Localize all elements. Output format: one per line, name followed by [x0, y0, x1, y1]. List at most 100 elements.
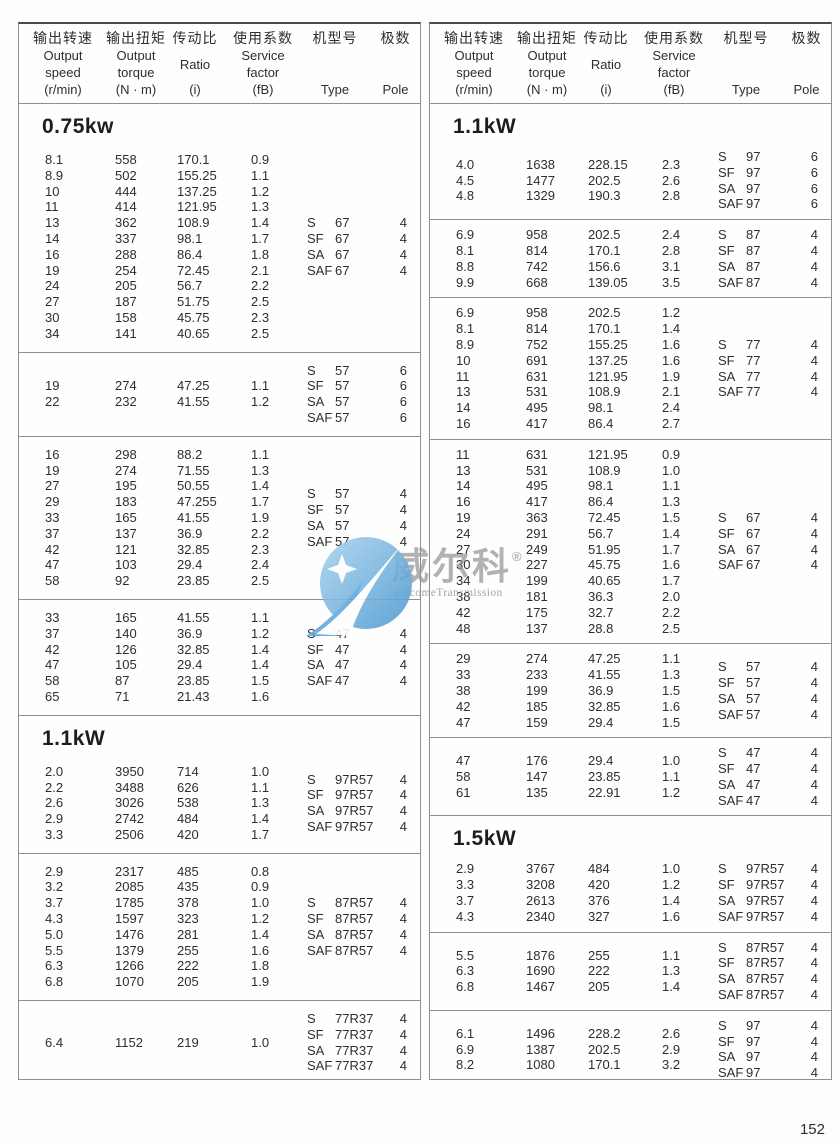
service-factor-value: 2.6	[662, 172, 681, 188]
spec-rows: 6.9 958 202.5 2.4 8.1 814 170.1 2.8 8.8 742 156.6 3…	[430, 227, 718, 290]
spec-row: 9.9 668 139.05 3.5	[456, 275, 718, 291]
ratio-value: 538	[177, 795, 199, 811]
output-torque-value: 1379	[115, 942, 144, 958]
output-torque-value: 291	[526, 525, 548, 541]
type-prefix: SA	[307, 1042, 325, 1058]
ratio-value: 156.6	[588, 258, 621, 274]
type-model: 97R57	[335, 803, 374, 819]
type-row: SF 57 4	[307, 502, 407, 518]
pole-count: 4	[399, 1058, 407, 1074]
ratio-value: 56.7	[177, 278, 203, 294]
service-factor-value: 2.3	[662, 156, 681, 172]
output-speed-value: 14	[456, 400, 471, 416]
type-list: S 67 4 SF 67 4 SA 67 4 SAF 67 4	[718, 510, 831, 573]
output-torque-value: 158	[115, 309, 137, 325]
type-prefix: SAF	[718, 987, 744, 1003]
type-model: 77R37	[335, 1058, 374, 1074]
header-label-zh: 输出扭矩	[106, 30, 166, 46]
ratio-value: 71.55	[177, 462, 210, 478]
output-torque-value: 274	[115, 462, 137, 478]
output-speed-value: 16	[456, 415, 471, 431]
ratio-value: 72.45	[588, 509, 621, 525]
output-torque-value: 121	[115, 541, 137, 557]
spec-row: 14 495 98.1 2.4	[456, 400, 718, 416]
output-torque-value: 668	[526, 274, 548, 290]
spec-row: 8.1 558 170.1 0.9	[45, 152, 307, 168]
service-factor-value: 1.6	[251, 688, 270, 704]
type-model: 47	[335, 657, 350, 673]
service-factor-value: 0.8	[251, 863, 270, 879]
spec-row: 8.9 752 155.25 1.6	[456, 337, 718, 353]
type-prefix: SF	[307, 787, 324, 803]
output-torque-value: 3208	[526, 877, 555, 893]
output-speed-value: 48	[456, 620, 471, 636]
type-row: S 97 4	[718, 1018, 818, 1034]
pole-count: 4	[399, 926, 407, 942]
header-cell: 极数 Pole	[780, 31, 831, 98]
output-torque-value: 742	[526, 258, 548, 274]
output-torque-value: 2085	[115, 879, 144, 895]
output-speed-value: 5.5	[45, 942, 64, 958]
spec-rows: 4.0 1638 228.15 2.3 4.5 1477 202.5 2.6 4.8 1329 19…	[430, 157, 718, 204]
type-model: 57	[746, 675, 761, 690]
type-model: 47	[746, 761, 761, 777]
output-speed-value: 4.3	[456, 908, 475, 924]
service-factor-value: 1.9	[662, 368, 681, 384]
spec-rows: 29 274 47.25 1.1 33 233 41.55 1.3 38 199 36.9 1.5 42…	[430, 651, 718, 730]
ratio-value: 485	[177, 863, 199, 879]
ratio-value: 72.45	[177, 262, 210, 278]
spec-row: 16 417 86.4 1.3	[456, 494, 718, 510]
type-row: SAF 47 4	[307, 673, 407, 689]
service-factor-value: 1.3	[251, 795, 270, 811]
type-row: SAF 77 4	[718, 384, 818, 400]
spec-rows: 19 274 47.25 1.1 22 232 41.55 1.2	[19, 378, 307, 410]
service-factor-value: 1.2	[662, 784, 681, 800]
type-row: S 87R57 4	[718, 940, 818, 956]
table-column: 输出转速 Output speed (r/min) 输出扭矩 Output torque (N…	[429, 22, 832, 1080]
ratio-value: 420	[177, 826, 199, 842]
type-list: S 87R57 4 SF 87R57 4 SA 87R57 4 SAF 87R57 4	[307, 895, 420, 958]
output-torque-value: 1690	[526, 963, 555, 979]
output-torque-value: 1476	[115, 926, 144, 942]
service-factor-value: 1.3	[662, 667, 681, 683]
service-factor-value: 1.8	[251, 246, 270, 262]
header-label-en: Service	[652, 48, 696, 63]
type-row: SF 77R37 4	[307, 1027, 407, 1043]
header-unit: (i)	[600, 82, 612, 97]
output-torque-value: 1080	[526, 1057, 555, 1073]
pole-count: 4	[810, 258, 818, 274]
service-factor-value: 2.8	[662, 242, 681, 258]
ratio-value: 23.85	[177, 673, 210, 689]
service-factor-value: 1.1	[251, 779, 270, 795]
spec-rows: 8.1 558 170.1 0.9 8.9 502 155.25 1.1 10 444 137.25…	[19, 152, 307, 342]
output-speed-value: 47	[45, 557, 60, 573]
pole-count: 4	[810, 1049, 818, 1065]
type-prefix: SAF	[307, 533, 333, 549]
ratio-value: 435	[177, 879, 199, 895]
type-row: S 97 6	[718, 149, 818, 165]
output-torque-value: 135	[526, 784, 548, 800]
spec-row: 34 199 40.65 1.7	[456, 573, 718, 589]
ratio-value: 170.1	[588, 242, 621, 258]
ratio-value: 222	[588, 963, 610, 979]
output-torque-value: 181	[526, 588, 548, 604]
ratio-value: 108.9	[588, 462, 621, 478]
spec-row: 4.3 1597 323 1.2	[45, 911, 307, 927]
pole-count: 6	[399, 409, 407, 425]
type-prefix: SF	[307, 641, 324, 657]
header-label-zh: 机型号	[312, 30, 358, 46]
output-speed-value: 19	[45, 462, 60, 478]
type-row: SAF 97 4	[718, 1065, 818, 1079]
ratio-value: 88.2	[177, 446, 203, 462]
output-torque-value: 3488	[115, 779, 144, 795]
pole-count: 4	[810, 971, 818, 987]
spec-row: 24 205 56.7 2.2	[45, 278, 307, 294]
output-speed-value: 6.9	[456, 305, 475, 321]
type-row: SAF 57 4	[307, 534, 407, 550]
type-prefix: SA	[307, 926, 325, 942]
spec-row: 6.1 1496 228.2 2.6	[456, 1026, 718, 1042]
ratio-value: 202.5	[588, 172, 621, 188]
spec-row: 47 176 29.4 1.0	[456, 753, 718, 769]
pole-count: 4	[810, 659, 818, 675]
pole-count: 4	[399, 895, 407, 911]
